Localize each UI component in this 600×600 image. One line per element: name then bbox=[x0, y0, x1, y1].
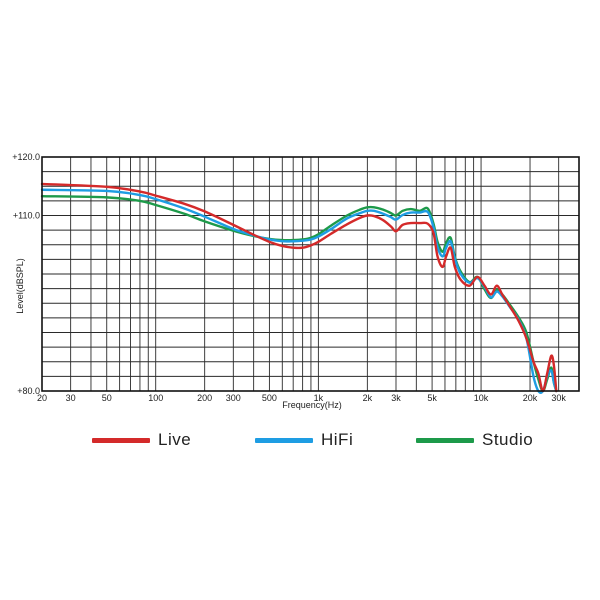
legend-label-live: Live bbox=[158, 430, 192, 449]
legend-swatch-live bbox=[92, 437, 150, 443]
x-tick-label: 20 bbox=[37, 393, 47, 403]
x-tick-label: 3k bbox=[391, 393, 401, 403]
legend-item-studio: Studio bbox=[416, 428, 533, 452]
y-tick-label: +110.0 bbox=[13, 211, 40, 221]
y-tick-label: +80.0 bbox=[17, 386, 40, 396]
legend-item-live: Live bbox=[92, 428, 191, 452]
x-tick-label: 30k bbox=[551, 393, 566, 403]
x-tick-label: 50 bbox=[102, 393, 112, 403]
x-tick-label: 20k bbox=[523, 393, 538, 403]
x-tick-label: 500 bbox=[262, 393, 277, 403]
legend-swatch-studio bbox=[416, 437, 474, 443]
x-tick-label: 30 bbox=[66, 393, 76, 403]
x-tick-label: 1k bbox=[314, 393, 324, 403]
x-tick-label: 200 bbox=[197, 393, 212, 403]
x-tick-labels: 20 30 50 100 200 300 500 1k 2k 3k 5k 10k 20k 30k bbox=[37, 393, 566, 403]
legend: Live HiFi Studio bbox=[0, 428, 600, 452]
legend-swatch-hifi bbox=[255, 437, 313, 443]
x-tick-label: 100 bbox=[148, 393, 163, 403]
x-axis-title: Frequency(Hz) bbox=[282, 400, 342, 410]
x-tick-label: 2k bbox=[363, 393, 373, 403]
y-tick-label: +120.0 bbox=[12, 152, 40, 162]
series-lines bbox=[40, 182, 558, 395]
x-tick-label: 10k bbox=[474, 393, 489, 403]
series-line-live bbox=[40, 182, 558, 393]
y-tick-labels: +120.0 +110.0 +80.0 bbox=[12, 152, 40, 396]
grid bbox=[42, 157, 579, 391]
y-axis-title: Level(dBSPL) bbox=[15, 258, 25, 314]
x-tick-label: 5k bbox=[427, 393, 437, 403]
legend-label-studio: Studio bbox=[482, 430, 534, 449]
legend-label-hifi: HiFi bbox=[321, 430, 354, 449]
legend-item-hifi: HiFi bbox=[255, 428, 353, 452]
x-tick-label: 300 bbox=[226, 393, 241, 403]
plot-border bbox=[41, 156, 580, 392]
